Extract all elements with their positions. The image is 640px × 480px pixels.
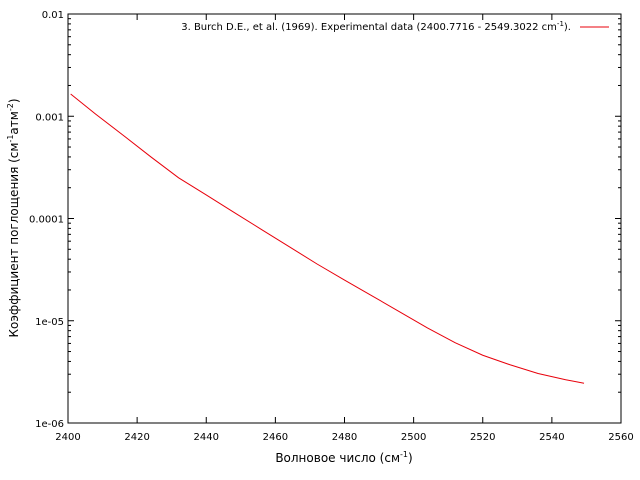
x-tick-label: 2460 [263, 432, 288, 443]
x-tick-label: 2420 [124, 432, 149, 443]
y-tick-label: 1e-06 [35, 419, 64, 430]
x-tick-label: 2440 [194, 432, 219, 443]
x-tick-label: 2480 [332, 432, 357, 443]
x-tick-label: 2560 [608, 432, 633, 443]
legend-label: 3. Burch D.E., et al. (1969). Experiment… [181, 20, 571, 33]
legend: 3. Burch D.E., et al. (1969). Experiment… [181, 20, 609, 33]
y-tick-label: 0.001 [35, 112, 64, 123]
x-axis-title: Волновое число (см-1) [275, 450, 412, 465]
x-tick-label: 2520 [470, 432, 495, 443]
x-tick-label: 2500 [401, 432, 426, 443]
plot-frame [67, 13, 622, 424]
series-line [70, 93, 585, 384]
axis-ticks [67, 13, 622, 424]
x-tick-labels: 2400 2420 2440 2460 2480 2500 2520 2540 2560 [55, 432, 633, 443]
y-tick-labels: 1e-06 1e-05 0.0001 0.001 0.01 [29, 10, 64, 430]
x-tick-label: 2400 [55, 432, 80, 443]
y-tick-label: 0.0001 [29, 215, 64, 226]
y-tick-label: 1e-05 [35, 317, 64, 328]
series-group [70, 93, 585, 384]
y-axis-title: Коэффициент поглощения (см-1атм-2) [6, 98, 21, 337]
y-tick-label: 0.01 [42, 10, 64, 21]
x-tick-label: 2540 [539, 432, 564, 443]
